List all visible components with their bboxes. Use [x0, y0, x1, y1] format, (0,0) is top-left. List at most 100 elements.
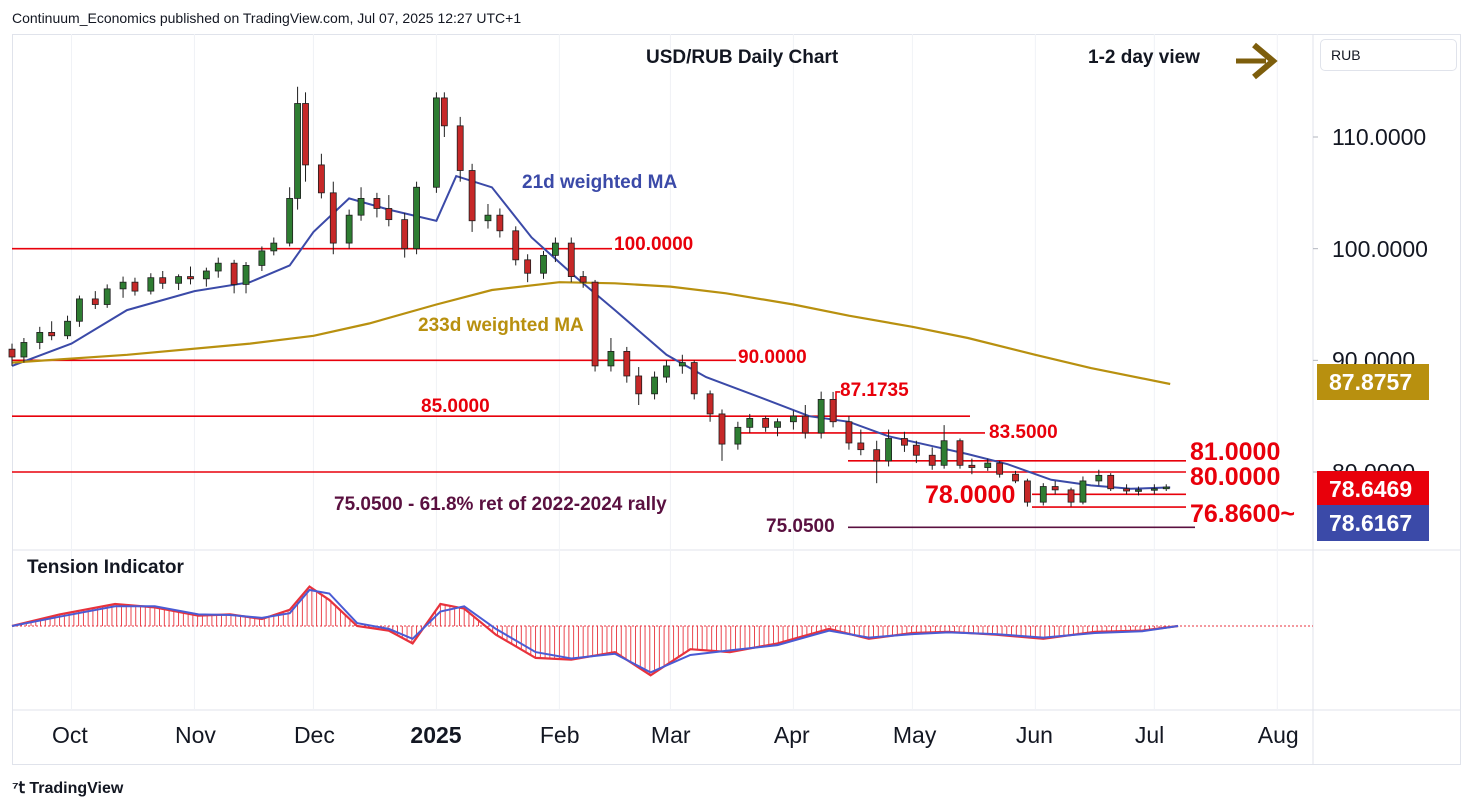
candle	[103, 284, 111, 308]
candle	[373, 192, 381, 218]
candle	[635, 367, 643, 405]
candle-body	[103, 288, 111, 305]
level-label: 90.0000	[738, 347, 807, 368]
candle-body	[706, 393, 714, 415]
candle	[928, 447, 936, 470]
candle-body	[373, 198, 381, 209]
candle	[1135, 486, 1142, 496]
currency-label[interactable]: RUB	[1320, 39, 1457, 71]
level-label: 76.8600~	[1190, 500, 1295, 528]
candle-body	[385, 208, 393, 221]
candle	[270, 237, 278, 256]
candle-body	[1051, 486, 1059, 491]
candle-body	[718, 413, 726, 445]
candle	[317, 153, 325, 199]
candle	[48, 321, 56, 341]
candle-body	[147, 277, 155, 292]
candle	[1107, 473, 1115, 491]
candle-body	[1162, 486, 1170, 490]
candle-body	[294, 103, 301, 199]
level-label: 85.0000	[421, 396, 490, 417]
candle-body	[762, 417, 770, 428]
y-tick-label: 110.0000	[1332, 124, 1427, 150]
x-tick-label: Oct	[51, 722, 88, 748]
candle	[401, 212, 409, 258]
candle-body	[119, 281, 127, 290]
candle	[294, 86, 301, 210]
candle-body	[956, 440, 964, 466]
candle-body	[801, 415, 809, 434]
candle-body	[746, 417, 754, 428]
candle	[512, 226, 520, 266]
candle	[567, 237, 575, 283]
level-layer	[12, 247, 1195, 529]
candle	[496, 208, 504, 238]
candle	[64, 315, 71, 340]
candle-body	[901, 438, 908, 446]
candle-body	[76, 298, 83, 322]
candle-body	[734, 426, 742, 445]
candle	[718, 409, 726, 461]
candle	[20, 338, 28, 363]
view-label: 1-2 day view	[1088, 47, 1200, 68]
candle-body	[1135, 489, 1142, 492]
candle	[552, 237, 559, 263]
x-tick-label: May	[892, 722, 937, 748]
tension-title: Tension Indicator	[27, 557, 184, 578]
candle-body	[286, 198, 294, 244]
wma233-line	[11, 281, 1171, 386]
candle-body	[48, 332, 56, 337]
x-tick-label: Apr	[773, 722, 810, 748]
chart-title: USD/RUB Daily Chart	[646, 47, 839, 68]
tradingview-logo-icon: ⁷𝗍	[12, 780, 25, 797]
candle-body	[8, 348, 16, 358]
candle-body	[940, 440, 948, 466]
candle	[706, 390, 714, 422]
x-tick-label: 2025	[410, 722, 462, 748]
candle-body	[36, 332, 44, 343]
candle-body	[302, 103, 309, 166]
candle	[1012, 470, 1019, 484]
x-tick-label: Jun	[1015, 722, 1053, 748]
candle-body	[159, 277, 167, 284]
candle-body	[1123, 488, 1130, 492]
candle	[774, 418, 781, 437]
candle-body	[230, 262, 238, 285]
level-label: 78.0000	[925, 481, 1016, 509]
candle-body	[440, 97, 448, 127]
level-label: 87.1735	[840, 380, 909, 401]
candle	[1150, 484, 1158, 495]
chart-frame	[12, 34, 1461, 765]
candle	[468, 163, 476, 232]
candle	[690, 360, 698, 400]
candle	[1123, 484, 1130, 495]
candle	[147, 273, 155, 295]
candle-body	[663, 365, 670, 378]
tension-layer	[11, 585, 1313, 677]
level-label: 80.0000	[1190, 463, 1281, 491]
candle-body	[968, 464, 976, 468]
tension-line	[11, 585, 1179, 677]
price-label: 78.6469	[1317, 471, 1429, 507]
candle-body	[996, 462, 1004, 475]
tradingview-logo[interactable]: ⁷𝗍 TradingView	[12, 778, 123, 798]
x-tick-label: Dec	[293, 722, 335, 748]
x-tick-label: Nov	[174, 722, 216, 748]
candle	[663, 360, 670, 383]
candle	[413, 181, 420, 255]
candle-body	[651, 376, 658, 395]
candle	[91, 291, 99, 309]
candle	[456, 116, 464, 182]
level-label: 100.0000	[614, 234, 694, 255]
candle	[214, 257, 222, 278]
candle-body	[774, 421, 781, 428]
candle	[762, 416, 770, 432]
candle-body	[242, 265, 250, 285]
x-tick-label: Mar	[650, 722, 691, 748]
candle-body	[1039, 486, 1047, 503]
candle	[540, 250, 547, 279]
candle	[8, 343, 16, 366]
candle-body	[484, 214, 492, 222]
candle-body	[512, 230, 520, 261]
